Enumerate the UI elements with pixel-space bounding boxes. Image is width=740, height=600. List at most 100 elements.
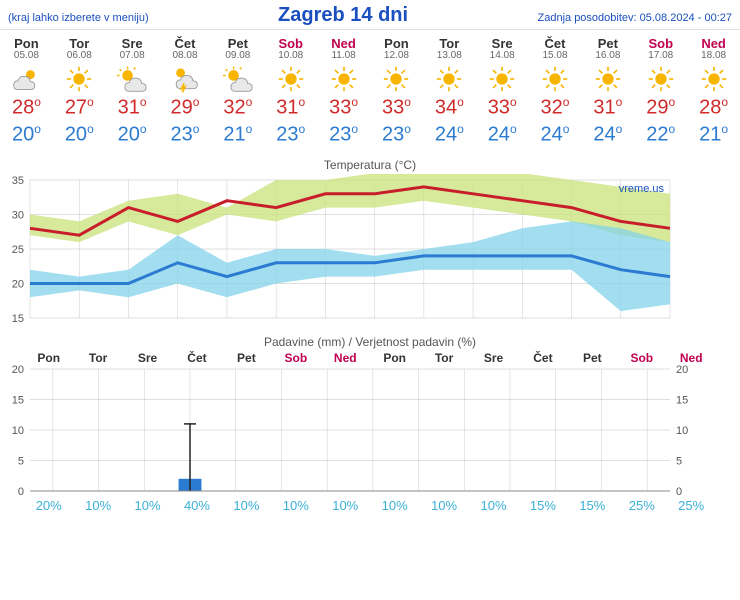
precip-title: Padavine (mm) / Verjetnost padavin (%) [0, 335, 740, 349]
forecast-day: Čet08.08 29o23o [159, 30, 212, 150]
day-date: 16.08 [581, 50, 634, 61]
precip-day-label: Sob [617, 351, 666, 365]
svg-text:5: 5 [676, 456, 682, 468]
temp-high: 29o [159, 95, 212, 120]
temp-high: 28o [687, 95, 740, 120]
temp-low: 23o [264, 122, 317, 147]
day-date: 14.08 [476, 50, 529, 61]
svg-text:vreme.us: vreme.us [619, 183, 665, 195]
precip-probability: 10% [73, 498, 122, 513]
temp-low: 21o [211, 122, 264, 147]
precip-day-label: Pon [24, 351, 73, 365]
day-of-week: Čet [529, 36, 582, 51]
day-of-week: Ned [687, 36, 740, 51]
temp-low: 24o [581, 122, 634, 147]
day-of-week: Tor [423, 36, 476, 51]
precip-day-label: Pet [222, 351, 271, 365]
weather-icon [106, 65, 159, 93]
precip-day-label: Pet [568, 351, 617, 365]
day-of-week: Tor [53, 36, 106, 51]
forecast-day: Sob17.0829o22o [634, 30, 687, 150]
precip-day-label: Tor [73, 351, 122, 365]
day-of-week: Sob [264, 36, 317, 51]
day-of-week: Sre [106, 36, 159, 51]
temp-high: 34o [423, 95, 476, 120]
day-date: 15.08 [529, 50, 582, 61]
forecast-day: Ned18.0828o21o [687, 30, 740, 150]
svg-text:15: 15 [12, 395, 24, 407]
weather-icon [581, 65, 634, 93]
day-date: 07.08 [106, 50, 159, 61]
temp-low: 20o [53, 122, 106, 147]
last-updated: Zadnja posodobitev: 05.08.2024 - 00:27 [538, 12, 732, 24]
day-of-week: Čet [159, 36, 212, 51]
day-date: 06.08 [53, 50, 106, 61]
temp-high: 31o [264, 95, 317, 120]
temperature-title: Temperatura (°C) [0, 158, 740, 172]
forecast-day: Ned11.0833o23o [317, 30, 370, 150]
day-of-week: Sre [476, 36, 529, 51]
day-date: 09.08 [211, 50, 264, 61]
temp-low: 24o [529, 122, 582, 147]
forecast-day: Pet16.08 31o24o [581, 30, 634, 150]
precip-day-label: Čet [172, 351, 221, 365]
precip-block: Padavine (mm) / Verjetnost padavin (%) P… [0, 335, 740, 517]
precip-day-label: Pon [370, 351, 419, 365]
temp-low: 24o [476, 122, 529, 147]
day-of-week: Sob [634, 36, 687, 51]
temp-low: 23o [317, 122, 370, 147]
day-date: 11.08 [317, 50, 370, 61]
svg-text:10: 10 [676, 425, 688, 437]
precip-probability: 10% [370, 498, 419, 513]
day-of-week: Pet [581, 36, 634, 51]
svg-text:25: 25 [12, 244, 24, 256]
precip-chart: 0055101015152020 [0, 365, 700, 495]
precip-probability: 10% [321, 498, 370, 513]
precip-day-label: Tor [419, 351, 468, 365]
day-date: 17.08 [634, 50, 687, 61]
temp-high: 28o [0, 95, 53, 120]
temp-high: 31o [581, 95, 634, 120]
page-title: Zagreb 14 dni [278, 4, 408, 27]
temperature-chart: 1520253035vreme.us [0, 174, 700, 324]
forecast-day: Pet09.0832o21o [211, 30, 264, 150]
precip-probability: 20% [24, 498, 73, 513]
day-of-week: Pon [370, 36, 423, 51]
weather-icon [423, 65, 476, 93]
svg-text:20: 20 [12, 279, 24, 291]
day-date: 18.08 [687, 50, 740, 61]
day-date: 05.08 [0, 50, 53, 61]
day-of-week: Pet [211, 36, 264, 51]
temp-high: 33o [317, 95, 370, 120]
precip-day-label: Ned [321, 351, 370, 365]
forecast-day: Sre07.0831o20o [106, 30, 159, 150]
precip-probability-row: 20%10%10%40%10%10%10%10%10%10%15%15%25%2… [0, 498, 740, 517]
weather-icon [0, 65, 53, 93]
forecast-day: Tor06.0827o20o [53, 30, 106, 150]
svg-text:0: 0 [676, 486, 682, 495]
svg-text:30: 30 [12, 210, 24, 222]
svg-text:20: 20 [676, 365, 688, 376]
precip-probability: 10% [271, 498, 320, 513]
day-date: 08.08 [159, 50, 212, 61]
svg-text:15: 15 [676, 395, 688, 407]
header-bar: (kraj lahko izberete v meniju) Zagreb 14… [0, 0, 740, 29]
temp-high: 32o [529, 95, 582, 120]
precip-day-labels: PonTorSreČetPetSobNedPonTorSreČetPetSobN… [0, 351, 740, 365]
precip-probability: 10% [419, 498, 468, 513]
temp-low: 23o [159, 122, 212, 147]
precip-day-label: Sob [271, 351, 320, 365]
svg-text:20: 20 [12, 365, 24, 376]
temp-low: 22o [634, 122, 687, 147]
precip-probability: 40% [172, 498, 221, 513]
weather-icon [264, 65, 317, 93]
precip-day-label: Sre [469, 351, 518, 365]
precip-probability: 10% [469, 498, 518, 513]
precip-probability: 15% [568, 498, 617, 513]
precip-probability: 15% [518, 498, 567, 513]
temp-high: 33o [370, 95, 423, 120]
forecast-day: Sre14.0833o24o [476, 30, 529, 150]
forecast-day: Tor13.0834o24o [423, 30, 476, 150]
forecast-day: Pon12.0833o23o [370, 30, 423, 150]
precip-day-label: Čet [518, 351, 567, 365]
